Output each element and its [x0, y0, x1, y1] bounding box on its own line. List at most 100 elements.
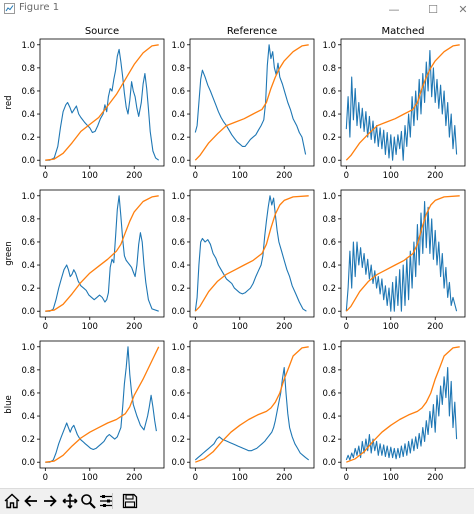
y-tick-label-blue-reference-1.0: 1.0: [171, 343, 185, 353]
x-tick-label-green-matched-200: 200: [427, 322, 443, 332]
figure-canvas[interactable]: Source Reference Matched red green blue 0 100 20…: [0, 18, 474, 488]
minimize-button[interactable]: —: [388, 2, 400, 16]
back-button[interactable]: [22, 492, 40, 510]
y-tick-label-green-matched-0.8: 0.8: [322, 215, 336, 225]
forward-icon: [44, 495, 57, 507]
panel-background-green-reference: [190, 190, 314, 317]
column-title-source: Source: [85, 26, 119, 37]
y-tick-label-blue-source-0.8: 0.8: [21, 366, 35, 376]
y-tick-label-red-source-0.4: 0.4: [21, 110, 35, 120]
y-tick-label-red-matched-0.4: 0.4: [322, 110, 336, 120]
axes-frame-green-matched: [340, 189, 466, 318]
axes-frame-green-reference: [189, 189, 315, 318]
histogram-line-red-reference: [194, 44, 307, 155]
home-icon: [4, 493, 20, 509]
x-tick-label-red-reference-100: 100: [232, 171, 248, 181]
axes-frame-blue-reference: [189, 340, 315, 469]
y-tick-label-green-matched-0.4: 0.4: [322, 261, 336, 271]
y-tick-label-red-reference-0.2: 0.2: [171, 133, 185, 143]
x-tick-label-blue-reference-200: 200: [276, 473, 292, 483]
pan-icon: [62, 493, 78, 509]
y-tick-label-green-matched-0.0: 0.0: [322, 307, 336, 317]
x-tick-label-green-reference-200: 200: [276, 322, 292, 332]
row-label-red: red: [4, 96, 14, 110]
x-tick-label-blue-source-200: 200: [126, 473, 142, 483]
x-tick-label-green-reference-100: 100: [232, 322, 248, 332]
histogram-line-blue-source: [45, 346, 157, 463]
maximize-button[interactable]: ☐: [428, 2, 438, 16]
y-tick-label-green-source-1.0: 1.0: [21, 192, 35, 202]
pan-button[interactable]: [61, 492, 79, 510]
panel-background-red-reference: [190, 39, 314, 166]
y-tick-label-green-matched-0.2: 0.2: [322, 284, 336, 294]
x-tick-label-blue-matched-100: 100: [383, 473, 399, 483]
histogram-line-green-source: [45, 195, 159, 312]
y-tick-label-red-reference-1.0: 1.0: [171, 41, 185, 51]
y-tick-label-red-matched-0.6: 0.6: [322, 87, 336, 97]
panel-background-red-matched: [341, 39, 465, 166]
x-tick-label-blue-matched-200: 200: [427, 473, 443, 483]
histogram-line-green-matched: [345, 200, 458, 312]
x-tick-label-blue-reference-100: 100: [232, 473, 248, 483]
y-tick-label-blue-matched-0.6: 0.6: [322, 389, 336, 399]
title-bar[interactable]: Figure 1 — ☐ ✕: [0, 0, 474, 18]
cdf-line-red-matched: [345, 44, 460, 161]
row-label-green: green: [4, 241, 14, 266]
axes-frame-red-reference: [189, 38, 315, 167]
histogram-line-green-reference: [194, 195, 307, 312]
x-tick-label-blue-matched-0: 0: [344, 473, 349, 483]
cdf-line-blue-source: [45, 346, 160, 463]
y-tick-label-blue-reference-0.8: 0.8: [171, 366, 185, 376]
y-tick-label-blue-matched-1.0: 1.0: [322, 343, 336, 353]
cdf-line-green-matched: [345, 195, 460, 312]
y-tick-label-red-source-1.0: 1.0: [21, 41, 35, 51]
y-tick-label-red-matched-0.2: 0.2: [322, 133, 336, 143]
x-tick-label-red-reference-200: 200: [276, 171, 292, 181]
x-tick-label-red-source-200: 200: [126, 171, 142, 181]
y-tick-label-green-reference-0.4: 0.4: [171, 261, 185, 271]
window-title: Figure 1: [19, 2, 60, 13]
cdf-line-blue-reference: [195, 346, 309, 463]
y-tick-label-red-matched-1.0: 1.0: [322, 41, 336, 51]
axes-frame-red-matched: [340, 38, 466, 167]
subplots-button[interactable]: [97, 492, 115, 510]
y-tick-label-green-source-0.6: 0.6: [21, 238, 35, 248]
x-tick-label-green-matched-0: 0: [344, 322, 349, 332]
column-title-matched: Matched: [381, 26, 424, 37]
x-tick-label-green-matched-100: 100: [383, 322, 399, 332]
axes-frame-red-source: [39, 38, 165, 167]
y-tick-label-green-matched-0.6: 0.6: [322, 238, 336, 248]
x-tick-label-red-matched-100: 100: [383, 171, 399, 181]
forward-button[interactable]: [41, 492, 59, 510]
histogram-line-red-source: [45, 48, 160, 161]
panel-background-red-source: [40, 39, 164, 166]
y-tick-label-green-source-0.4: 0.4: [21, 261, 35, 271]
y-tick-label-red-matched-0.8: 0.8: [322, 64, 336, 74]
x-tick-label-red-source-100: 100: [82, 171, 98, 181]
save-button[interactable]: [121, 492, 139, 510]
y-tick-label-red-reference-0.8: 0.8: [171, 64, 185, 74]
x-tick-label-red-matched-0: 0: [344, 171, 349, 181]
home-button[interactable]: [3, 492, 21, 510]
zoom-button[interactable]: [79, 492, 97, 510]
panel-background-blue-source: [40, 341, 164, 468]
y-tick-label-blue-source-1.0: 1.0: [21, 343, 35, 353]
axes-frame-green-source: [39, 189, 165, 318]
x-tick-label-green-source-0: 0: [43, 322, 48, 332]
axes-frame-blue-matched: [340, 340, 466, 469]
y-tick-label-blue-source-0.2: 0.2: [21, 435, 35, 445]
x-tick-label-red-reference-0: 0: [193, 171, 198, 181]
x-tick-label-blue-source-100: 100: [82, 473, 98, 483]
close-button[interactable]: ✕: [458, 2, 468, 16]
axes-frame-blue-source: [39, 340, 165, 469]
x-tick-label-green-reference-0: 0: [193, 322, 198, 332]
x-tick-label-red-source-0: 0: [43, 171, 48, 181]
y-tick-label-blue-reference-0.2: 0.2: [171, 435, 185, 445]
y-tick-label-blue-reference-0.4: 0.4: [171, 412, 185, 422]
x-tick-label-green-source-100: 100: [82, 322, 98, 332]
figure-icon: [4, 3, 15, 14]
histogram-line-red-matched: [345, 49, 458, 161]
cdf-line-blue-matched: [346, 346, 460, 463]
y-tick-label-blue-source-0.4: 0.4: [21, 412, 35, 422]
